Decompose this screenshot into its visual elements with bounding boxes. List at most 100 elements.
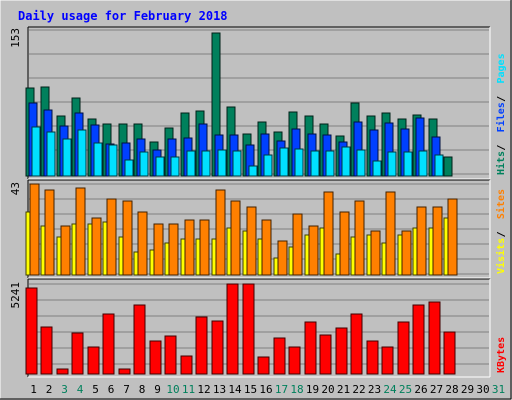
bar-pages [155, 156, 165, 177]
legend-kbytes: KBytes [496, 337, 507, 373]
y-axis-max-label: 153 [9, 28, 22, 48]
x-tick-label-day: 19 [306, 383, 319, 396]
bar-kbytes [56, 368, 69, 375]
x-tick-label-day: 31 [492, 383, 505, 396]
bar-pages [124, 159, 134, 177]
x-tick-label-day: 24 [383, 383, 397, 396]
bar-kbytes [381, 346, 394, 375]
bar-sites [292, 213, 303, 276]
bar-pages [387, 151, 397, 177]
panel-middle: 43 Visits / Sites [9, 179, 507, 279]
bar-pages [93, 142, 103, 177]
bar-kbytes [257, 356, 270, 375]
bar-pages [403, 151, 413, 177]
bar-kbytes [350, 313, 363, 375]
x-tick-label-day: 16 [259, 383, 272, 396]
bar-pages [248, 165, 258, 177]
legend-bottom: KBytes [496, 337, 507, 373]
series-kbytes [25, 283, 456, 375]
bar-sites [215, 189, 226, 276]
bar-sites [44, 189, 55, 276]
bar-pages [62, 138, 72, 177]
bar-kbytes [319, 334, 332, 375]
x-tick-label-day: 22 [352, 383, 365, 396]
bar-sites [137, 211, 148, 276]
x-tick-label-day: 11 [182, 383, 195, 396]
legend-sites: Sites [495, 189, 507, 219]
bar-kbytes [40, 326, 53, 375]
bar-kbytes [133, 304, 146, 375]
chart-title: Daily usage for February 2018 [18, 9, 228, 23]
x-tick-label-day: 6 [108, 383, 115, 396]
bar-pages [434, 154, 444, 177]
bar-kbytes [288, 346, 301, 375]
bar-kbytes [335, 327, 348, 375]
legend-hits: Hits [495, 151, 507, 175]
bar-pages [170, 156, 180, 177]
bar-kbytes [304, 321, 317, 375]
bar-kbytes [443, 331, 456, 375]
bar-sites [29, 183, 40, 276]
x-tick-label-day: 26 [414, 383, 427, 396]
x-tick-label-day: 27 [430, 383, 443, 396]
legend-separator: / [496, 96, 507, 102]
chart-panels: 153 Hits / Files / Pages 43 Visits / Sites 5… [9, 26, 507, 378]
bar-sites [308, 225, 319, 276]
bar-sites [168, 223, 179, 276]
panel-top: 153 Hits / Files / Pages [9, 26, 507, 180]
bar-pages [232, 150, 242, 177]
bar-pages [279, 147, 289, 177]
bar-pages [372, 160, 382, 177]
bar-sites [323, 191, 334, 276]
bar-sites [370, 230, 381, 276]
bar-kbytes [273, 337, 286, 375]
bar-kbytes [25, 287, 38, 375]
bar-sites [277, 240, 288, 276]
bar-pages [201, 150, 211, 177]
y-axis-max-label: 43 [9, 182, 22, 195]
bar-sites [401, 230, 412, 276]
bar-sites [261, 219, 272, 276]
bar-kbytes [366, 340, 379, 375]
x-tick-label-day: 17 [275, 383, 288, 396]
legend-top: Hits / Files / Pages [495, 53, 507, 175]
bar-sites [199, 219, 210, 276]
x-tick-label-day: 7 [123, 383, 130, 396]
x-tick-label-day: 1 [30, 383, 37, 396]
bar-kbytes [164, 335, 177, 375]
x-tick-label-day: 4 [77, 383, 84, 396]
bar-sites [91, 217, 102, 276]
x-tick-label-day: 14 [228, 383, 242, 396]
x-tick-label-day: 10 [166, 383, 179, 396]
bar-sites [416, 206, 427, 276]
bar-pages [217, 149, 227, 177]
legend-separator: / [496, 145, 507, 151]
legend-middle: Visits / Sites [495, 189, 507, 274]
x-tick-label-day: 30 [476, 383, 489, 396]
x-tick-label-day: 8 [139, 383, 146, 396]
bar-kbytes [102, 313, 115, 375]
bar-sites [339, 211, 350, 276]
bar-hits [443, 156, 453, 177]
series-sites [29, 183, 458, 276]
x-tick-label-day: 18 [290, 383, 303, 396]
legend-separator: / [496, 231, 507, 237]
bar-kbytes [149, 340, 162, 375]
bar-sites [385, 191, 396, 276]
bar-kbytes [412, 304, 425, 375]
bar-kbytes [397, 321, 410, 375]
x-axis-day-labels: 1 2 3 4 5 6 7 8 9 10 11 12 13 14 15 16 17 18 19 20 21 22 23 24 2… [30, 383, 505, 396]
x-tick-label-day: 20 [321, 383, 334, 396]
bar-kbytes [71, 332, 84, 375]
bar-pages [325, 150, 335, 177]
bar-pages [294, 148, 304, 177]
x-tick-label-day: 25 [399, 383, 412, 396]
x-tick-label-day: 28 [445, 383, 458, 396]
bar-sites [230, 200, 241, 276]
bar-pages [108, 144, 118, 177]
bar-kbytes [242, 283, 255, 375]
bar-sites [246, 206, 257, 276]
bar-kbytes [211, 320, 224, 375]
bar-pages [139, 151, 149, 177]
